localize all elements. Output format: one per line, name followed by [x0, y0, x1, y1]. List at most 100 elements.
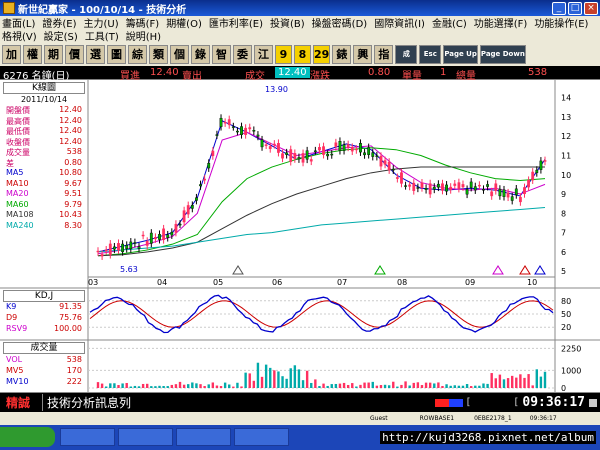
toolbar-button[interactable]: 指: [374, 44, 394, 64]
volume-bar: [457, 385, 461, 388]
signal-triangle: [492, 265, 504, 275]
toolbar-button[interactable]: 期: [44, 44, 63, 64]
app-icon: [3, 2, 15, 14]
legend-value: 10.43: [59, 210, 82, 219]
volume-bar: [182, 384, 186, 388]
menu-item[interactable]: 操盤密碼(D): [311, 19, 368, 30]
candle-body: [223, 122, 227, 124]
legend-value: 170: [66, 366, 82, 375]
toolbar-button[interactable]: 委: [233, 44, 252, 64]
toolbar-button[interactable]: 權: [23, 44, 42, 64]
volume-bar: [531, 385, 534, 388]
legend-row: MA108 10.43: [6, 210, 82, 219]
toolbar-button[interactable]: 8: [294, 44, 311, 64]
watermark-url: http://kujd3268.pixnet.net/album: [380, 431, 596, 444]
toolbar-button[interactable]: 價: [65, 44, 84, 64]
candle-body: [252, 130, 256, 132]
close-button[interactable]: ×: [584, 1, 598, 15]
volume-bar: [392, 381, 395, 388]
toolbar-button[interactable]: 9: [275, 44, 292, 64]
menu-item[interactable]: 期權(O): [166, 19, 202, 30]
toolbar-button[interactable]: Esc: [419, 44, 442, 64]
menu-item[interactable]: 畫面(L): [2, 19, 36, 30]
volume-bar: [318, 386, 321, 388]
toolbar-button[interactable]: Page Down: [479, 44, 526, 64]
menu-item[interactable]: 設定(S): [43, 32, 78, 43]
volume-bar: [137, 386, 141, 388]
menu-item[interactable]: 工具(T): [84, 32, 119, 43]
toolbar-button[interactable]: 29: [313, 44, 331, 64]
menu-item[interactable]: 籌碼(F): [125, 19, 160, 30]
menu-item[interactable]: 金融(C): [431, 19, 467, 30]
legend-row: MA10 9.67: [6, 179, 82, 188]
menu-item[interactable]: 功能操作(E): [534, 19, 589, 30]
task-button-3[interactable]: [176, 428, 231, 446]
toolbar-button[interactable]: 加: [2, 44, 21, 64]
volume-bar: [543, 371, 547, 388]
menu-item[interactable]: 國際資訊(I): [374, 19, 425, 30]
maximize-button[interactable]: □: [568, 1, 582, 15]
toolbar-button[interactable]: 興: [353, 44, 373, 64]
menu-item[interactable]: 功能選擇(F): [473, 19, 528, 30]
candle-body: [531, 171, 535, 181]
date-tick-label: 03: [88, 278, 98, 287]
candle-body: [449, 186, 453, 191]
price-tick-label: 12: [561, 132, 571, 141]
task-button-1[interactable]: [60, 428, 115, 446]
volume-bar: [453, 385, 456, 388]
volume-bar: [174, 384, 178, 388]
candle-body: [436, 183, 440, 188]
volume-bar: [437, 382, 440, 388]
candle-body: [543, 160, 547, 162]
candle-body: [424, 188, 428, 190]
menu-item[interactable]: 匯市利率(E): [208, 19, 263, 30]
volume-bar: [363, 382, 366, 388]
toolbar-button[interactable]: 成: [395, 44, 418, 64]
task-button-4[interactable]: [234, 428, 289, 446]
legend-label: 收盤價: [6, 137, 30, 147]
volume-bar: [109, 383, 112, 388]
volume-bar: [326, 385, 329, 388]
toolbar-button[interactable]: 圖: [107, 44, 126, 64]
start-button[interactable]: [0, 427, 55, 447]
candle-body: [473, 186, 477, 191]
candle-body: [469, 181, 473, 188]
minimize-button[interactable]: _: [552, 1, 566, 15]
candle-body: [330, 153, 334, 156]
candle-body: [445, 184, 448, 192]
volume-bar: [322, 383, 325, 388]
toolbar-button[interactable]: 錄: [191, 44, 210, 64]
window-title: 新世紀贏家 - 100/10/14 - 技術分析: [18, 4, 187, 16]
trade-label: 成交: [245, 71, 265, 82]
toolbar: 加權期價選圖綜類個錄智委江 9 8 29 錶興指成 Esc Page Up Page Down: [0, 42, 600, 66]
brand-label: 精誠: [6, 396, 31, 410]
kd-tick-label: 20: [561, 323, 571, 332]
candle-body: [166, 234, 170, 238]
candle-body: [277, 143, 280, 153]
menu-item[interactable]: 主力(U): [83, 19, 119, 30]
menu-item[interactable]: 格視(V): [2, 32, 37, 43]
toolbar-button[interactable]: 類: [149, 44, 168, 64]
toolbar-button[interactable]: 選: [86, 44, 105, 64]
menu-item[interactable]: 證券(E): [42, 19, 77, 30]
candle-body: [289, 149, 293, 162]
volume-bar: [277, 371, 280, 388]
volume-bar: [375, 385, 379, 388]
menu-item[interactable]: 投資(B): [270, 19, 305, 30]
toolbar-button[interactable]: Page Up: [443, 44, 478, 64]
toolbar-button[interactable]: 智: [212, 44, 231, 64]
menu-item[interactable]: 說明(H): [125, 32, 162, 43]
legend-label: MA240: [6, 220, 34, 230]
toolbar-button[interactable]: 個: [170, 44, 189, 64]
task-button-2[interactable]: [118, 428, 173, 446]
chart-area[interactable]: K線圖 2011/10/14 開盤價 12.40 最高價 12.40 最低價 12.40 收…: [0, 80, 600, 392]
legend-label: K9: [6, 302, 17, 311]
toolbar-button[interactable]: 江: [254, 44, 273, 64]
volume-bar: [506, 378, 510, 388]
status-grip[interactable]: [589, 398, 597, 407]
price-tick-label: 7: [561, 229, 566, 238]
volume-bar: [314, 379, 317, 388]
toolbar-button[interactable]: 錶: [332, 44, 352, 64]
toolbar-button[interactable]: 綜: [128, 44, 147, 64]
legend-label: 差: [6, 158, 14, 168]
